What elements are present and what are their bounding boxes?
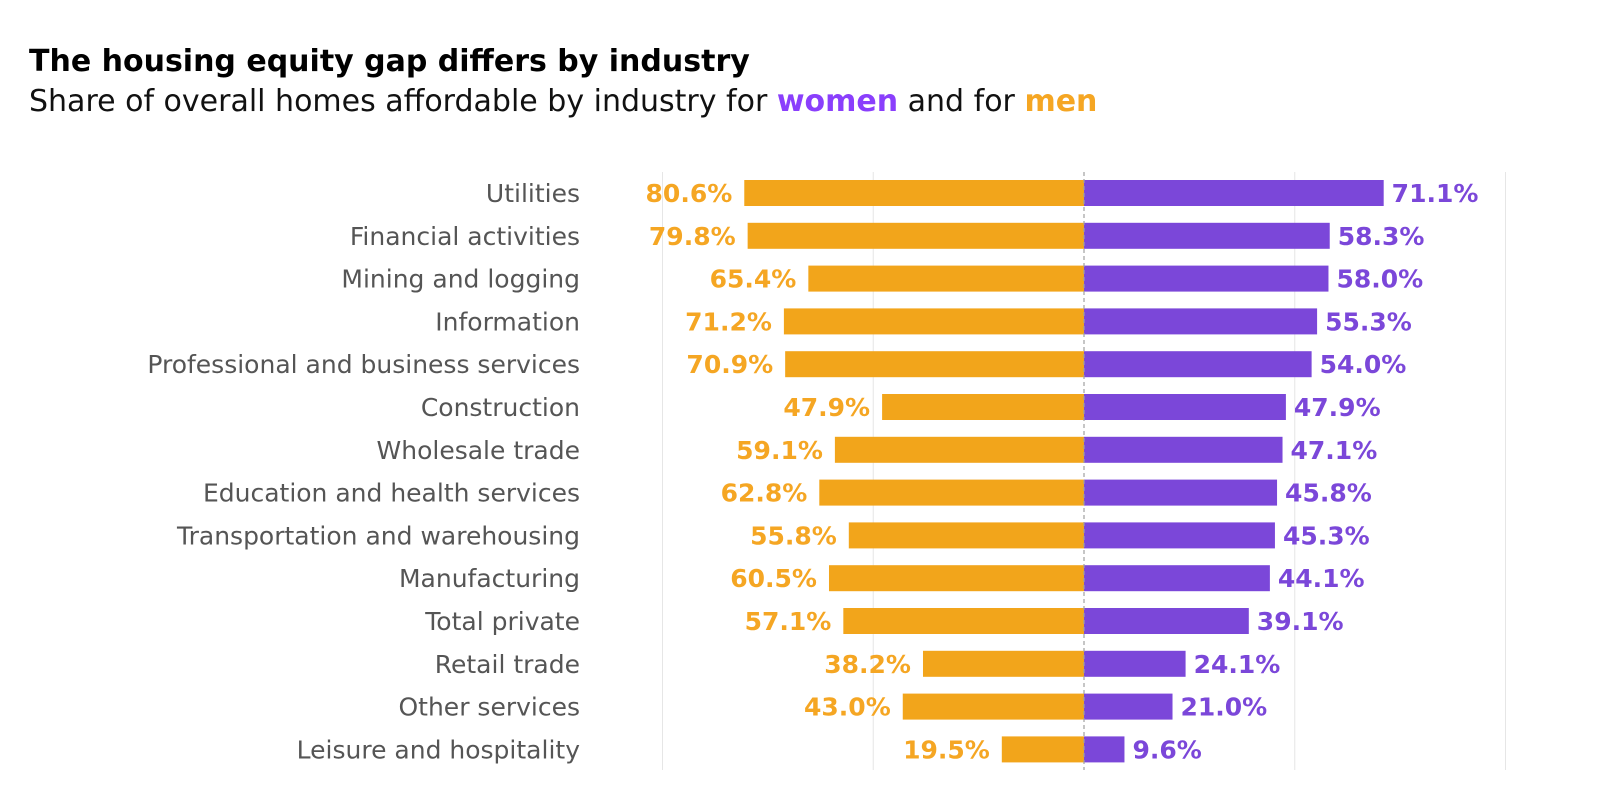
data-label-men: 57.1% [745,607,832,636]
subtitle-middle: and for [898,84,1025,119]
bar-women [1084,693,1173,720]
data-label-women: 71.1% [1392,179,1479,208]
bar-women [1084,308,1318,335]
data-label-women: 58.0% [1336,265,1423,294]
data-label-men: 71.2% [685,307,772,336]
bar-women [1084,479,1278,506]
data-label-men: 55.8% [750,521,837,550]
bar-women [1084,565,1270,592]
bar-men [744,180,1084,206]
chart-title: The housing equity gap differs by indust… [29,44,750,79]
bar-men [843,608,1084,634]
category-label: Manufacturing [399,564,580,593]
bar-men [848,522,1084,549]
bar-women [1084,650,1186,677]
bar-men [828,565,1084,592]
subtitle-prefix: Share of overall homes affordable by ind… [29,84,777,119]
data-label-men: 80.6% [646,179,733,208]
bar-men [808,265,1084,292]
bars-layer [744,172,1384,770]
category-label: Information [435,307,580,336]
data-label-women: 39.1% [1257,607,1344,636]
data-label-women: 9.6% [1132,735,1201,764]
labels-layer: Utilities 80.6% 71.1% Financial activities 7… [147,179,1478,764]
bar-women [1084,265,1329,292]
bar-women [1084,522,1275,549]
category-label: Other services [398,693,580,722]
data-label-women: 47.9% [1294,393,1381,422]
subtitle-men-key: men [1024,84,1098,119]
data-label-men: 79.8% [649,222,736,251]
category-label: Leisure and hospitality [297,735,581,764]
data-label-men: 70.9% [686,350,773,379]
bar-women [1084,436,1283,463]
data-label-men: 65.4% [710,265,797,294]
category-label: Utilities [486,179,580,208]
data-label-women: 58.3% [1338,222,1425,251]
bar-women [1084,736,1125,763]
data-label-men: 43.0% [804,693,891,722]
bar-women [1084,222,1330,249]
bar-men [783,308,1084,335]
data-label-men: 60.5% [730,564,817,593]
data-label-women: 54.0% [1320,350,1407,379]
category-label: Transportation and warehousing [176,521,580,550]
bar-men [1001,736,1084,763]
data-label-men: 62.8% [721,479,808,508]
bar-women [1084,180,1384,206]
bar-men [819,479,1084,506]
bar-men [834,436,1084,463]
data-label-men: 38.2% [824,650,911,679]
data-label-women: 44.1% [1278,564,1365,593]
category-label: Construction [421,393,580,422]
category-label: Education and health services [203,479,580,508]
data-label-women: 45.8% [1285,479,1372,508]
grid-layer [662,172,1506,770]
category-label: Total private [424,607,580,636]
data-label-women: 45.3% [1283,521,1370,550]
bar-men [902,693,1084,720]
subtitle-women-key: women [776,84,899,119]
data-label-women: 47.1% [1291,436,1378,465]
bar-men [922,650,1084,677]
data-label-men: 47.9% [783,393,870,422]
category-label: Financial activities [350,222,580,251]
bar-men [747,222,1084,249]
data-label-men: 59.1% [736,436,823,465]
bar-men [785,351,1084,378]
chart-subtitle: Share of overall homes affordable by ind… [29,84,1097,119]
data-label-women: 24.1% [1194,650,1281,679]
bar-women [1084,394,1286,420]
data-label-women: 55.3% [1325,307,1412,336]
category-label: Mining and logging [341,265,580,294]
bar-men [882,394,1084,420]
category-label: Retail trade [435,650,580,679]
bar-women [1084,351,1312,378]
category-label: Professional and business services [147,350,580,379]
bar-women [1084,608,1249,634]
data-label-women: 21.0% [1181,693,1268,722]
data-label-men: 19.5% [903,735,990,764]
category-label: Wholesale trade [377,436,580,465]
